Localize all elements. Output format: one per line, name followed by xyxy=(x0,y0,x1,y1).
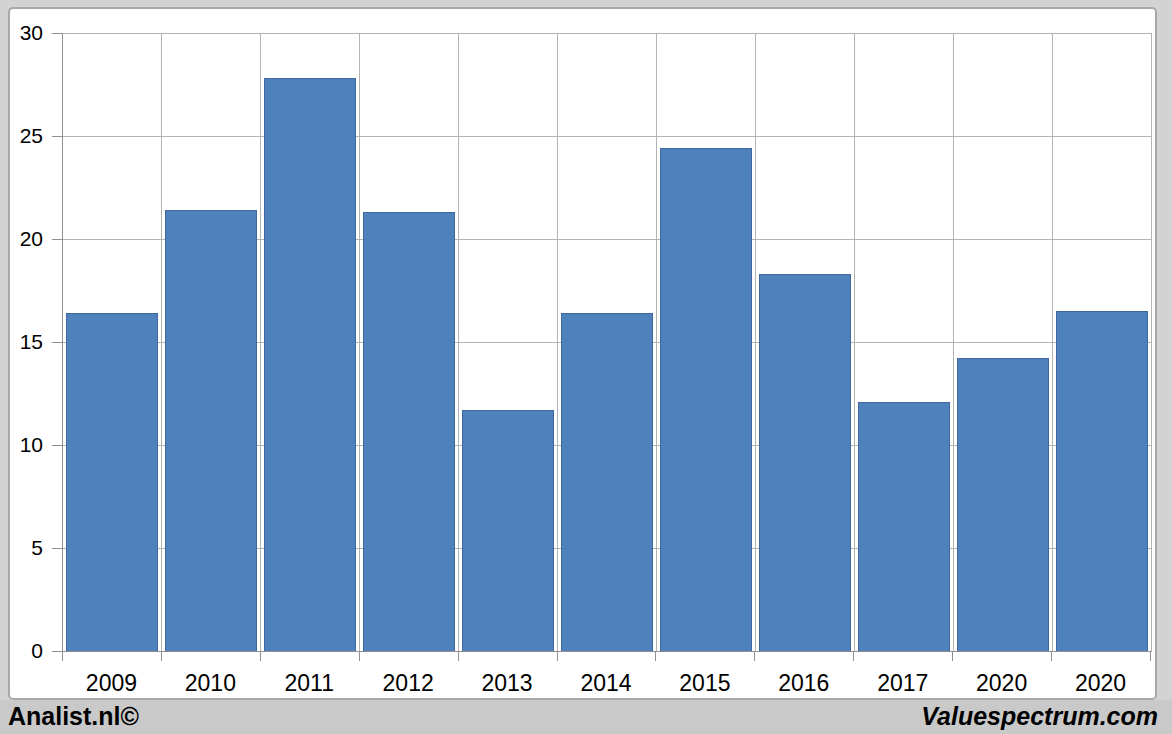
x-category-label: 2014 xyxy=(557,669,656,697)
y-tick xyxy=(52,239,62,240)
bar-2014 xyxy=(561,313,653,651)
v-gridline xyxy=(755,33,756,651)
x-tick xyxy=(557,652,558,661)
bar-2011 xyxy=(264,78,356,651)
bar-2010 xyxy=(165,210,257,651)
y-tick-label: 0 xyxy=(10,638,43,664)
x-category-label: 2016 xyxy=(754,669,853,697)
bar-2012 xyxy=(363,212,455,651)
y-tick-label: 5 xyxy=(10,535,43,561)
y-tick-label: 10 xyxy=(10,432,43,458)
y-tick xyxy=(52,136,62,137)
v-gridline xyxy=(359,33,360,651)
y-tick xyxy=(52,33,62,34)
x-tick xyxy=(655,652,656,661)
x-tick xyxy=(1150,652,1151,661)
x-tick xyxy=(161,652,162,661)
x-tick xyxy=(754,652,755,661)
bar-2020 xyxy=(1056,311,1148,651)
h-gridline xyxy=(63,136,1151,137)
bar-2009 xyxy=(66,313,158,651)
plot-area xyxy=(62,33,1152,652)
bar-2015 xyxy=(660,148,752,651)
x-category-label: 2010 xyxy=(161,669,260,697)
v-gridline xyxy=(656,33,657,651)
x-tick xyxy=(359,652,360,661)
v-gridline xyxy=(1052,33,1053,651)
y-tick xyxy=(52,651,62,652)
bar-2017 xyxy=(858,402,950,651)
x-tick xyxy=(260,652,261,661)
y-tick xyxy=(52,548,62,549)
x-category-label: 2020 xyxy=(1051,669,1150,697)
chart-page: 051015202530 200920102011201220132014201… xyxy=(0,0,1172,734)
v-gridline xyxy=(854,33,855,651)
x-category-label: 2009 xyxy=(62,669,161,697)
y-tick-label: 20 xyxy=(10,226,43,252)
x-category-label: 2015 xyxy=(655,669,754,697)
x-tick xyxy=(853,652,854,661)
chart-container: 051015202530 200920102011201220132014201… xyxy=(8,7,1157,700)
x-tick xyxy=(1051,652,1052,661)
y-tick-label: 30 xyxy=(10,20,43,46)
y-tick-label: 15 xyxy=(10,329,43,355)
x-tick xyxy=(952,652,953,661)
x-category-label: 2013 xyxy=(458,669,557,697)
x-category-label: 2012 xyxy=(359,669,458,697)
analist-credit: Analist.nl© xyxy=(8,700,139,733)
y-tick xyxy=(52,445,62,446)
valuespectrum-credit: Valuespectrum.com xyxy=(921,700,1158,733)
x-tick xyxy=(62,652,63,661)
y-tick-label: 25 xyxy=(10,123,43,149)
bar-2020 xyxy=(957,358,1049,651)
bar-2016 xyxy=(759,274,851,651)
x-tick xyxy=(458,652,459,661)
x-category-label: 2011 xyxy=(260,669,359,697)
h-gridline xyxy=(63,33,1151,34)
v-gridline xyxy=(557,33,558,651)
v-gridline xyxy=(458,33,459,651)
v-gridline xyxy=(260,33,261,651)
v-gridline xyxy=(953,33,954,651)
v-gridline xyxy=(161,33,162,651)
bar-2013 xyxy=(462,410,554,651)
footer-bar: Analist.nl© Valuespectrum.com xyxy=(0,700,1172,734)
x-category-label: 2020 xyxy=(952,669,1051,697)
x-category-label: 2017 xyxy=(853,669,952,697)
y-tick xyxy=(52,342,62,343)
